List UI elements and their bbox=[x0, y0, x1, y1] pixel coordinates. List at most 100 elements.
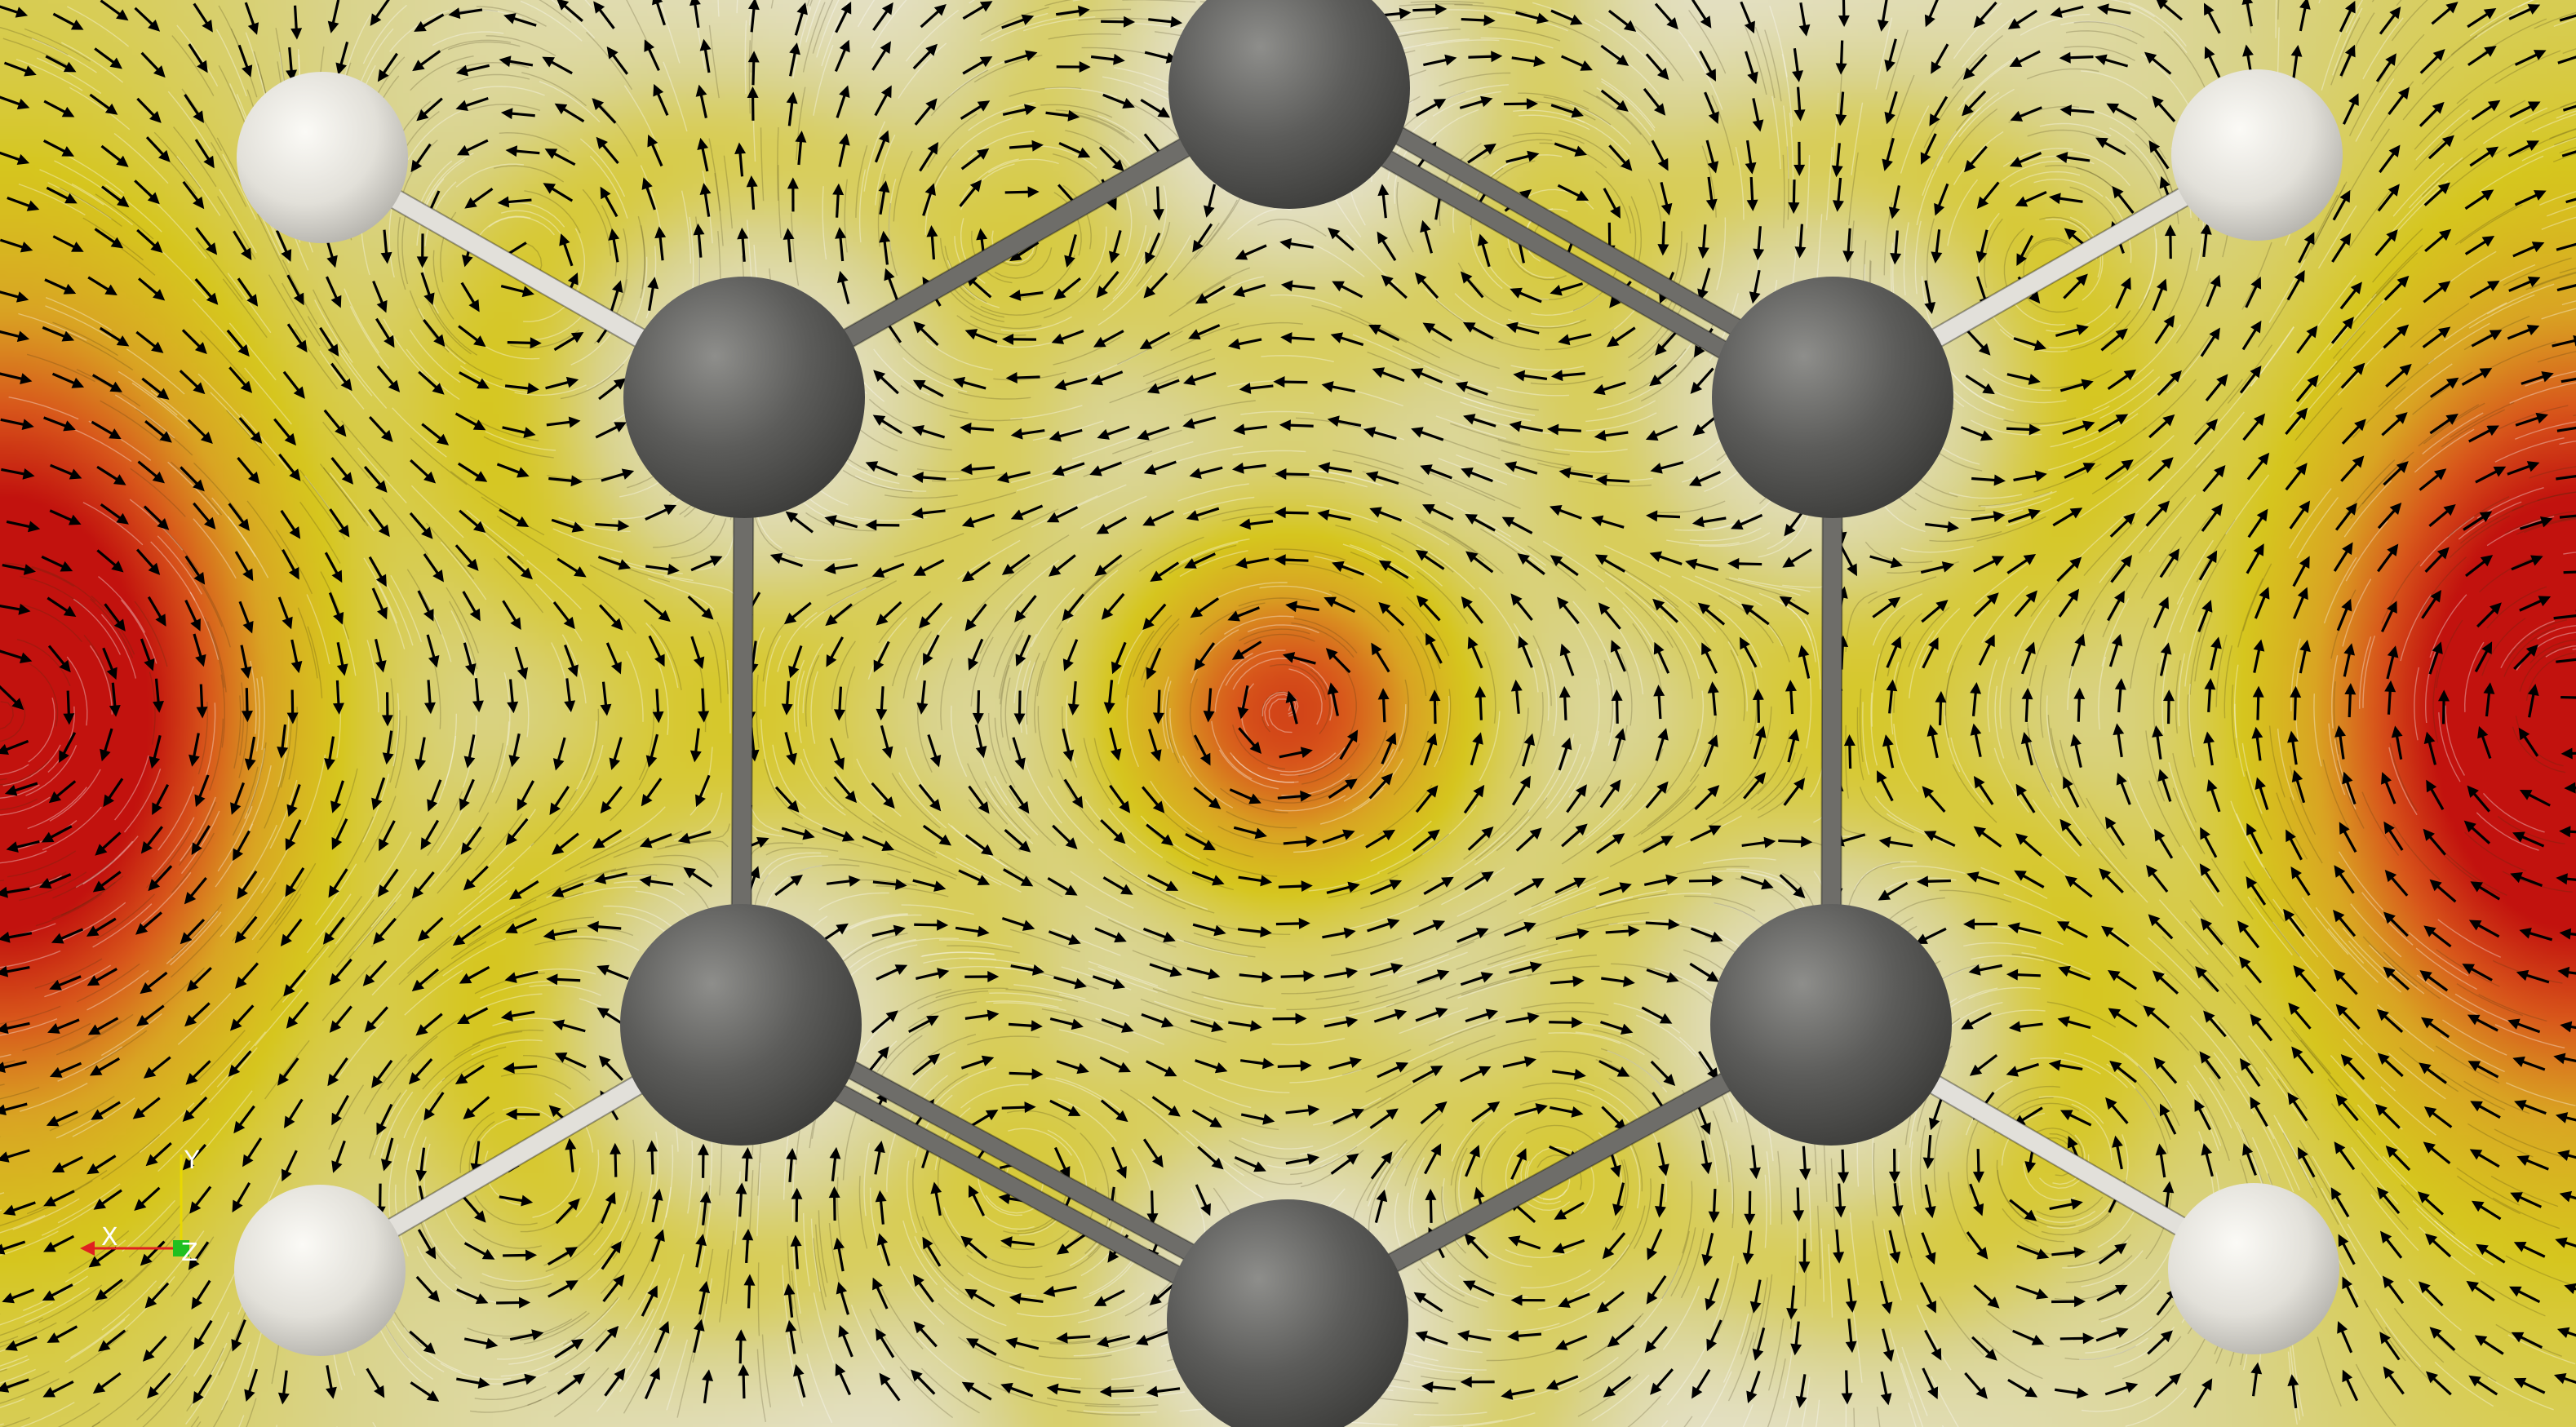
field-arrow bbox=[2239, 365, 2262, 394]
streamline bbox=[1057, 1098, 1117, 1142]
field-arrow bbox=[1647, 1228, 1663, 1261]
streamline bbox=[1628, 348, 1687, 395]
field-arrow bbox=[690, 636, 705, 669]
streamline bbox=[1291, 622, 1355, 658]
field-arrow bbox=[697, 137, 709, 172]
streamline bbox=[1398, 679, 1409, 752]
field-arrow bbox=[873, 640, 890, 673]
field-arrow bbox=[282, 1150, 298, 1182]
streamline bbox=[1225, 649, 1286, 686]
streamline bbox=[2463, 1080, 2530, 1115]
streamline bbox=[2179, 565, 2211, 633]
field-arrow bbox=[548, 475, 583, 487]
field-arrow bbox=[1598, 602, 1621, 630]
streamline bbox=[1662, 615, 1700, 680]
field-arrow bbox=[1049, 554, 1076, 577]
streamline bbox=[2506, 1082, 2576, 1106]
streamline bbox=[1980, 866, 2048, 900]
streamline bbox=[1183, 400, 1256, 416]
streamline bbox=[472, 86, 545, 96]
streamline bbox=[193, 518, 237, 579]
streamline bbox=[1936, 107, 1982, 166]
field-arrow bbox=[547, 1247, 578, 1266]
streamline bbox=[1730, 649, 1745, 721]
streamline bbox=[139, 1102, 195, 1154]
field-arrow bbox=[500, 285, 534, 298]
field-arrow bbox=[2153, 1057, 2178, 1084]
streamline bbox=[2130, 7, 2188, 54]
field-arrow bbox=[1146, 1190, 1159, 1225]
field-arrow bbox=[2101, 925, 2130, 947]
field-arrow bbox=[1062, 639, 1079, 671]
field-arrow bbox=[2559, 826, 2576, 838]
field-arrow bbox=[2339, 281, 2362, 310]
field-arrow bbox=[2385, 1145, 2411, 1172]
streamline bbox=[1862, 702, 1870, 775]
streamline bbox=[1281, 986, 1355, 995]
field-arrow bbox=[2428, 503, 2456, 528]
streamline bbox=[2231, 685, 2238, 758]
field-arrow bbox=[323, 409, 347, 437]
field-arrow bbox=[1009, 140, 1044, 152]
field-arrow bbox=[1146, 1060, 1177, 1077]
field-arrow bbox=[1, 468, 35, 480]
streamline bbox=[842, 469, 913, 493]
streamline bbox=[1435, 1015, 1505, 1042]
field-arrow bbox=[420, 819, 440, 850]
streamline bbox=[2562, 48, 2576, 55]
streamline bbox=[871, 0, 907, 49]
streamline bbox=[765, 847, 839, 856]
field-arrow bbox=[1423, 54, 1457, 67]
field-arrow bbox=[2383, 966, 2410, 990]
field-arrow bbox=[601, 468, 635, 482]
streamline bbox=[596, 1351, 640, 1412]
streamline bbox=[256, 213, 290, 281]
field-arrow bbox=[964, 603, 987, 632]
field-arrow bbox=[1096, 516, 1128, 534]
streamline bbox=[2463, 100, 2526, 141]
streamline bbox=[1593, 1029, 1660, 1060]
streamline bbox=[2138, 238, 2157, 309]
field-arrow bbox=[1420, 1101, 1448, 1125]
field-arrow bbox=[784, 732, 797, 766]
streamline bbox=[1974, 1009, 2046, 1026]
streamline bbox=[454, 1283, 525, 1305]
streamline bbox=[1807, 1177, 1812, 1252]
streamline bbox=[2556, 110, 2576, 119]
field-arrow bbox=[1232, 283, 1266, 298]
field-arrow bbox=[2112, 1135, 2123, 1170]
field-arrow bbox=[187, 419, 213, 444]
field-arrow bbox=[1646, 968, 1679, 983]
field-arrow bbox=[100, 728, 113, 762]
streamline bbox=[1627, 1395, 1661, 1427]
field-arrow bbox=[2336, 598, 2352, 632]
streamline bbox=[261, 828, 299, 893]
streamline bbox=[734, 1171, 741, 1245]
streamline bbox=[1375, 974, 1446, 999]
field-arrow bbox=[1194, 642, 1216, 671]
field-arrow bbox=[408, 1058, 433, 1085]
field-arrow bbox=[366, 1367, 385, 1398]
streamline bbox=[2123, 1052, 2173, 1109]
field-arrow bbox=[418, 370, 445, 395]
streamline bbox=[448, 600, 478, 670]
streamline bbox=[1539, 142, 1607, 169]
streamline bbox=[1311, 304, 1381, 333]
field-arrow bbox=[232, 1182, 251, 1213]
field-arrow bbox=[697, 1143, 709, 1178]
streamline bbox=[2101, 597, 2130, 667]
streamline bbox=[1683, 1416, 1693, 1427]
streamline bbox=[238, 1415, 245, 1427]
streamline bbox=[857, 0, 876, 28]
field-arrow bbox=[914, 919, 949, 931]
field-arrow bbox=[0, 329, 30, 343]
streamline bbox=[472, 1029, 544, 1046]
field-arrow bbox=[2335, 1093, 2359, 1122]
streamline bbox=[1711, 95, 1735, 166]
field-arrow bbox=[42, 1283, 73, 1301]
streamline bbox=[1661, 1230, 1690, 1300]
field-arrow bbox=[2286, 269, 2305, 301]
field-arrow bbox=[1322, 927, 1356, 939]
field-arrow bbox=[2063, 776, 2080, 808]
field-arrow bbox=[503, 1249, 538, 1261]
